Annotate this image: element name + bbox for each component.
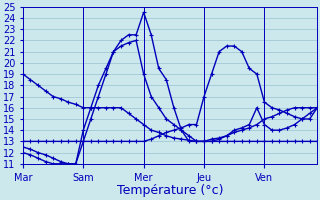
X-axis label: Température (°c): Température (°c) [117, 184, 223, 197]
